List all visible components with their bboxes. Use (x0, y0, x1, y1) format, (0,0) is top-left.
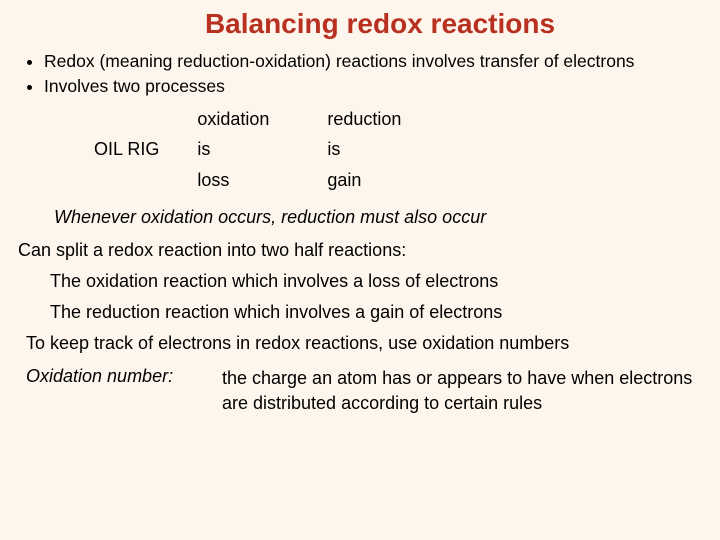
table-cell: gain (327, 165, 447, 196)
slide: Balancing redox reactions Redox (meaning… (0, 0, 720, 540)
track-line: To keep track of electrons in redox reac… (26, 333, 708, 354)
bullet-list: Redox (meaning reduction-oxidation) reac… (12, 50, 708, 98)
table-cell: oxidation (197, 104, 327, 135)
half-reaction-2: The reduction reaction which involves a … (50, 302, 708, 323)
definition-label: Oxidation number: (26, 366, 222, 415)
emphasis-line: Whenever oxidation occurs, reduction mus… (54, 207, 708, 228)
mnemonic-row: OIL RIG oxidation reduction is is loss g… (62, 104, 708, 196)
table-row: loss gain (197, 165, 447, 196)
half-reaction-1: The oxidation reaction which involves a … (50, 271, 708, 292)
table-cell: is (197, 134, 327, 165)
bullet-item: Redox (meaning reduction-oxidation) reac… (44, 50, 708, 73)
definition-row: Oxidation number: the charge an atom has… (26, 366, 708, 415)
table-row: is is (197, 134, 447, 165)
table-cell: is (327, 134, 447, 165)
oxidation-reduction-table: oxidation reduction is is loss gain (197, 104, 447, 196)
split-line: Can split a redox reaction into two half… (18, 240, 708, 261)
table-cell: loss (197, 165, 327, 196)
table-cell: reduction (327, 104, 447, 135)
mnemonic-label: OIL RIG (94, 139, 159, 160)
definition-text: the charge an atom has or appears to hav… (222, 366, 708, 415)
slide-title: Balancing redox reactions (52, 8, 708, 40)
table-row: oxidation reduction (197, 104, 447, 135)
bullet-item: Involves two processes (44, 75, 708, 98)
